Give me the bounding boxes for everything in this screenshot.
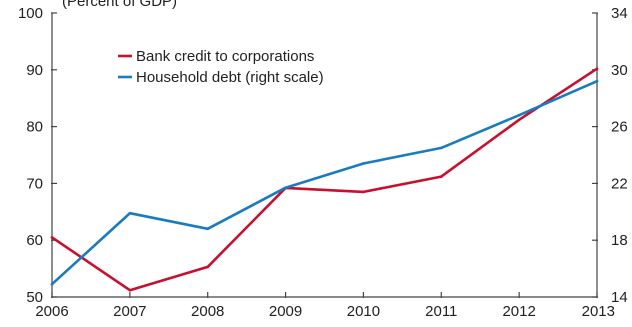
right-y-tick-label: 34 bbox=[611, 5, 628, 22]
legend: Bank credit to corporations Household deb… bbox=[118, 48, 324, 86]
right-y-tick-label: 26 bbox=[611, 119, 628, 136]
series-2-point bbox=[517, 113, 521, 117]
series-1-point bbox=[517, 118, 521, 122]
series-2-point bbox=[206, 227, 209, 231]
legend-label-1: Bank credit to corporations bbox=[136, 48, 314, 65]
x-tick-label: 2007 bbox=[113, 303, 146, 320]
left-y-tick-label: 90 bbox=[26, 62, 43, 79]
series-line-1 bbox=[50, 67, 599, 292]
series-2-point bbox=[595, 79, 599, 83]
right-y-tick-label: 30 bbox=[611, 62, 628, 79]
axes: 50 60 70 80 90 100 14 18 22 26 30 34 2006 2007 2008 200… bbox=[18, 5, 628, 320]
left-y-tick-label: 70 bbox=[26, 175, 43, 192]
series-2-point bbox=[128, 211, 132, 215]
legend-label-2: Household debt (right scale) bbox=[136, 69, 324, 86]
series-1-point bbox=[362, 190, 365, 194]
x-tick-label: 2008 bbox=[191, 303, 224, 320]
left-y-tick-label: 100 bbox=[18, 5, 43, 22]
series-1-point bbox=[50, 236, 54, 239]
left-y-tick-label: 60 bbox=[26, 232, 43, 249]
right-y-tick-label: 14 bbox=[611, 289, 628, 306]
series-2-point bbox=[362, 162, 365, 165]
series-line-2 bbox=[50, 79, 599, 286]
series-1-point bbox=[128, 288, 132, 292]
right-y-tick-label: 18 bbox=[611, 232, 628, 249]
x-tick-label: 2011 bbox=[425, 303, 457, 320]
left-y-tick-label: 50 bbox=[26, 289, 43, 306]
series-2-point bbox=[284, 186, 287, 189]
x-tick-label: 2009 bbox=[269, 303, 302, 320]
x-tick-label: 2010 bbox=[347, 303, 380, 320]
series-1-point bbox=[206, 265, 209, 269]
series-2-point bbox=[440, 146, 443, 150]
series-group bbox=[50, 67, 599, 292]
series-2-point bbox=[50, 282, 54, 286]
x-tick-label: 2006 bbox=[35, 303, 68, 320]
right-y-tick-label: 22 bbox=[611, 175, 628, 192]
x-tick-label: 2012 bbox=[502, 303, 535, 320]
chart-title-fragment: (Percent of GDP) bbox=[62, 0, 177, 10]
series-1-point bbox=[440, 175, 443, 178]
x-tick-label: 2013 bbox=[582, 303, 615, 320]
series-1-point bbox=[595, 67, 599, 70]
left-y-tick-label: 80 bbox=[26, 119, 43, 136]
